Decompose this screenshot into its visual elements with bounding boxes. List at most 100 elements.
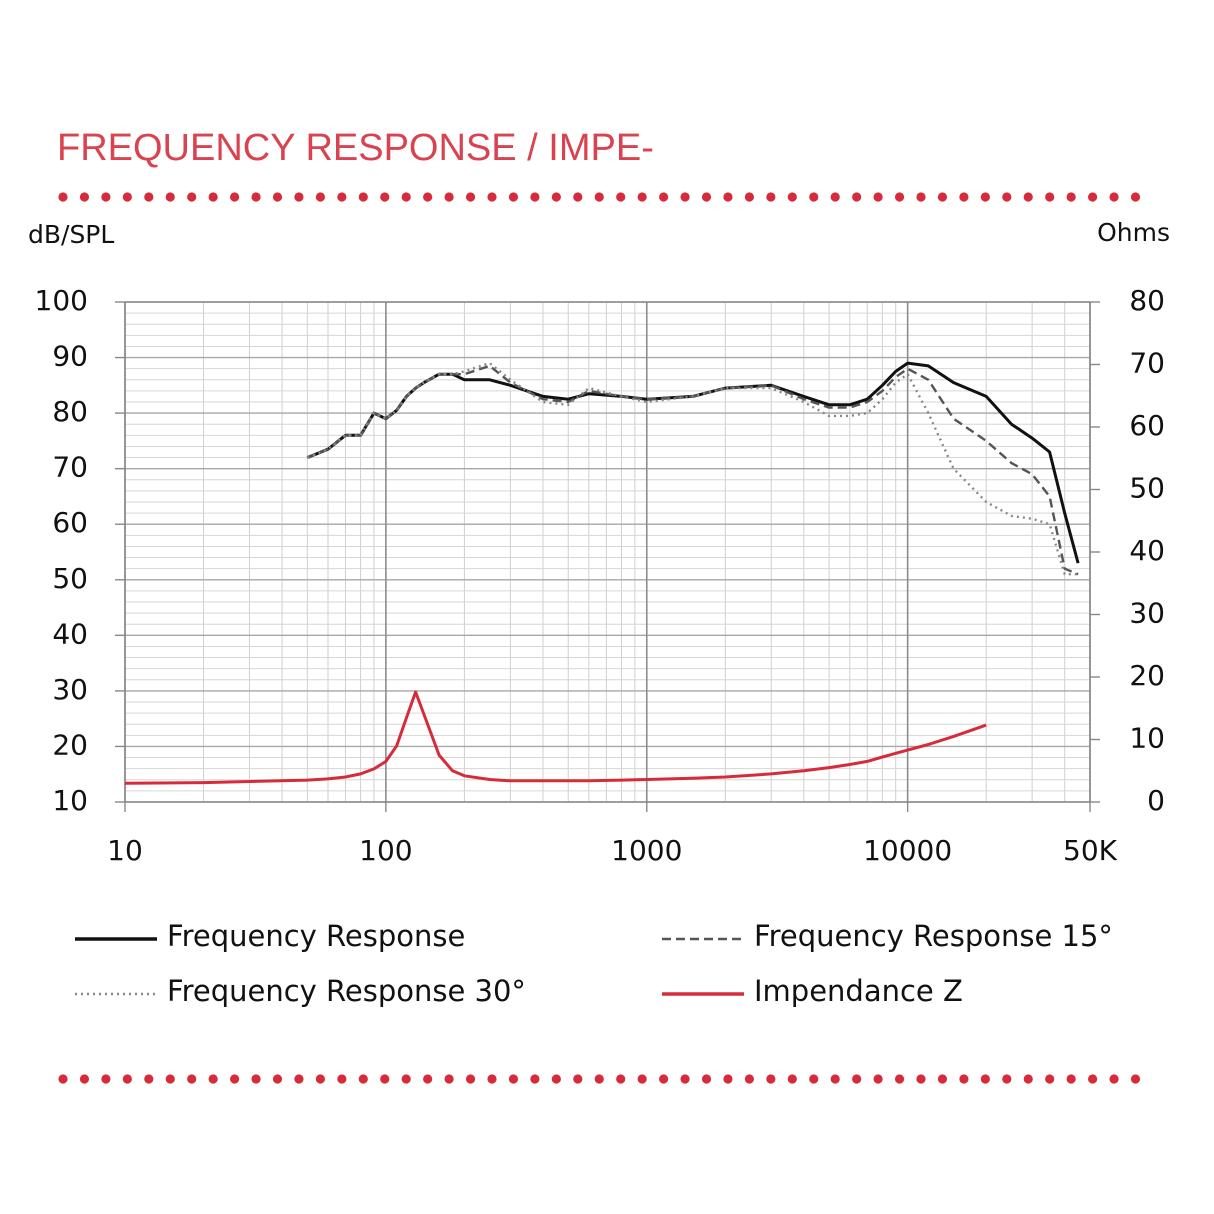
decor-dot <box>1002 1074 1012 1084</box>
decor-dot <box>1130 1074 1141 1084</box>
legend-label: Frequency Response 15° <box>754 919 1113 953</box>
decor-dot <box>251 1074 261 1084</box>
decor-dot <box>380 192 390 202</box>
decor-dot <box>573 192 583 202</box>
decor-dot <box>873 192 883 202</box>
decor-dot <box>337 1074 347 1084</box>
decor-dot <box>530 192 540 202</box>
decor-dot <box>1045 1074 1055 1084</box>
decor-dot <box>272 192 283 202</box>
y-axis-title: dB/SPL <box>28 220 114 249</box>
x-tick-label: 100 <box>359 834 412 867</box>
decor-dot <box>423 1074 433 1084</box>
y2-tick-label: 0 <box>1147 784 1165 817</box>
decor-dot <box>809 192 819 202</box>
y2-axis-title: Ohms <box>1097 218 1170 247</box>
decor-dot <box>58 1074 68 1084</box>
decor-dot <box>959 1074 969 1084</box>
decor-dot <box>852 192 862 202</box>
y-tick-label: 20 <box>52 728 88 761</box>
decor-dot <box>1045 192 1055 202</box>
decor-dot <box>1109 1074 1119 1084</box>
y-tick-label: 30 <box>52 673 88 706</box>
decor-dot <box>465 192 476 202</box>
decor-dot <box>873 1074 883 1084</box>
decor-dot <box>251 192 261 202</box>
decor-dot <box>187 1074 197 1084</box>
decor-dot <box>980 192 990 202</box>
decor-dot <box>165 192 175 202</box>
decor-dot <box>766 192 776 202</box>
decor-dot <box>894 1074 905 1084</box>
decor-dot <box>165 1074 175 1084</box>
y2-tick-label: 40 <box>1129 534 1165 567</box>
y2-tick-label: 10 <box>1129 722 1165 755</box>
decor-dot <box>637 192 647 202</box>
decor-dot <box>444 1074 454 1084</box>
decor-dot <box>1023 192 1033 202</box>
decor-dot <box>637 1074 647 1084</box>
decor-dot <box>272 1074 283 1084</box>
decor-dot <box>315 192 325 202</box>
decor-dot <box>1002 192 1012 202</box>
decor-dot <box>616 1074 626 1084</box>
decor-dot <box>508 1074 519 1084</box>
decor-dot <box>680 192 690 202</box>
y-tick-label: 100 <box>35 284 88 317</box>
decor-dot <box>487 1074 497 1084</box>
decor-dot <box>144 192 154 202</box>
y-tick-label: 80 <box>52 395 88 428</box>
decor-dot <box>723 192 733 202</box>
decor-dot <box>701 1074 712 1084</box>
decor-dot <box>1088 192 1098 202</box>
decor-dot <box>122 1074 132 1084</box>
decor-dot <box>380 1074 390 1084</box>
decor-dot <box>144 1074 154 1084</box>
decor-dot <box>101 192 111 202</box>
legend-label: Impendance Z <box>754 974 963 1008</box>
x-tick-label: 10000 <box>863 834 952 867</box>
decor-dot <box>830 192 840 202</box>
decor-dot <box>508 192 519 202</box>
y-tick-label: 90 <box>52 340 88 373</box>
decor-dot <box>852 1074 862 1084</box>
decor-dot <box>315 1074 325 1084</box>
decor-dot <box>401 192 411 202</box>
y-tick-label: 70 <box>52 451 88 484</box>
decor-dot <box>659 192 669 202</box>
decor-dot <box>744 1074 755 1084</box>
decor-dot <box>230 1074 240 1084</box>
decor-dot <box>1023 1074 1033 1084</box>
decor-dot <box>1109 192 1119 202</box>
decor-dot <box>530 1074 540 1084</box>
decor-dot <box>337 192 347 202</box>
decor-dot <box>1088 1074 1098 1084</box>
decor-dot <box>1130 192 1141 202</box>
decor-dot <box>1066 1074 1076 1084</box>
decor-dot <box>358 1074 368 1084</box>
x-tick-label: 10 <box>107 834 143 867</box>
decor-dot <box>79 1074 90 1084</box>
decor-dot <box>616 192 626 202</box>
decor-dot <box>980 1074 990 1084</box>
decor-dot <box>744 192 755 202</box>
decor-dot <box>294 1074 304 1084</box>
decor-dot <box>423 192 433 202</box>
decor-dot <box>358 192 368 202</box>
decor-dot <box>79 192 90 202</box>
plot-frame <box>124 301 1091 803</box>
decor-dot <box>701 192 712 202</box>
decor-dot <box>208 1074 218 1084</box>
decor-dot <box>208 192 218 202</box>
x-tick-label: 50K <box>1063 834 1118 867</box>
y2-tick-label: 60 <box>1129 409 1165 442</box>
decor-dot <box>809 1074 819 1084</box>
legend-label: Frequency Response 30° <box>167 974 526 1008</box>
decor-dot <box>465 1074 476 1084</box>
x-tick-label: 1000 <box>611 834 682 867</box>
decor-dot <box>551 192 561 202</box>
decor-dot <box>787 192 797 202</box>
chart-title: FREQUENCY RESPONSE / IMPE- <box>57 127 654 169</box>
